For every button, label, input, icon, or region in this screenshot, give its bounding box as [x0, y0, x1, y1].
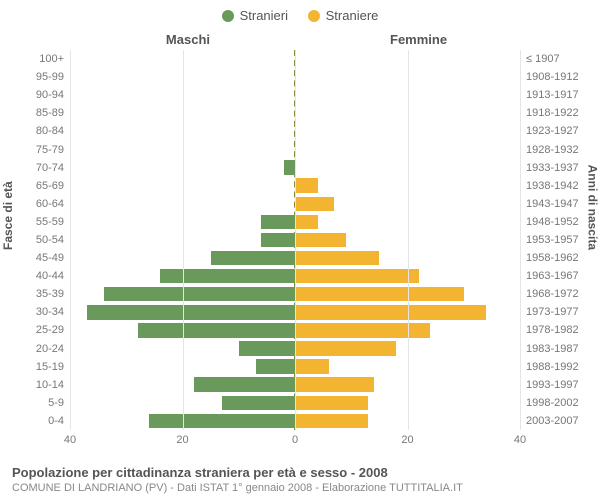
legend-item-female: Straniere: [308, 8, 379, 23]
bar-female: [295, 414, 368, 428]
bar-male: [284, 160, 295, 174]
column-title-male: Maschi: [166, 32, 210, 47]
chart-footer: Popolazione per cittadinanza straniera p…: [12, 465, 588, 494]
legend-label-female: Straniere: [326, 8, 379, 23]
birth-year-label: 1978-1982: [526, 324, 579, 336]
birth-year-label: 1993-1997: [526, 379, 579, 391]
age-label: 30-34: [36, 306, 64, 318]
age-label: 60-64: [36, 198, 64, 210]
age-label: 65-69: [36, 180, 64, 192]
birth-year-label: 2003-2007: [526, 415, 579, 427]
bar-female: [295, 251, 379, 265]
birth-year-label: 1913-1917: [526, 89, 579, 101]
grid-line: [70, 50, 71, 430]
y-axis-title-right: Anni di nascita: [585, 165, 599, 250]
bar-male: [104, 287, 295, 301]
birth-year-label: 1908-1912: [526, 71, 579, 83]
bar-male: [87, 305, 295, 319]
legend-label-male: Stranieri: [240, 8, 288, 23]
bar-male: [138, 323, 296, 337]
birth-year-label: ≤ 1907: [526, 53, 560, 65]
legend-item-male: Stranieri: [222, 8, 288, 23]
bar-female: [295, 269, 419, 283]
age-label: 75-79: [36, 144, 64, 156]
age-label: 50-54: [36, 234, 64, 246]
bar-male: [211, 251, 295, 265]
bar-female: [295, 287, 464, 301]
x-tick-label: 40: [64, 434, 76, 446]
legend: Stranieri Straniere: [0, 8, 600, 25]
birth-year-label: 1928-1932: [526, 144, 579, 156]
age-label: 55-59: [36, 216, 64, 228]
birth-year-label: 1948-1952: [526, 216, 579, 228]
bar-female: [295, 359, 329, 373]
bar-female: [295, 197, 334, 211]
age-label: 20-24: [36, 343, 64, 355]
age-label: 95-99: [36, 71, 64, 83]
age-label: 80-84: [36, 125, 64, 137]
bar-male: [160, 269, 295, 283]
birth-year-label: 1943-1947: [526, 198, 579, 210]
bar-male: [194, 377, 295, 391]
population-pyramid-chart: Stranieri Straniere Maschi Femmine Fasce…: [0, 0, 600, 500]
grid-line: [183, 50, 184, 430]
birth-year-label: 1983-1987: [526, 343, 579, 355]
x-tick-label: 40: [514, 434, 526, 446]
bar-male: [149, 414, 295, 428]
column-title-female: Femmine: [390, 32, 447, 47]
birth-year-label: 1968-1972: [526, 288, 579, 300]
x-tick-label: 20: [401, 434, 413, 446]
bar-male: [222, 396, 295, 410]
grid-line: [520, 50, 521, 430]
bar-female: [295, 178, 318, 192]
age-label: 40-44: [36, 270, 64, 282]
legend-swatch-female: [308, 10, 320, 22]
age-label: 70-74: [36, 162, 64, 174]
birth-year-label: 1973-1977: [526, 306, 579, 318]
bar-female: [295, 215, 318, 229]
birth-year-label: 1958-1962: [526, 252, 579, 264]
bar-female: [295, 396, 368, 410]
grid-line: [295, 50, 296, 430]
birth-year-label: 1938-1942: [526, 180, 579, 192]
age-label: 15-19: [36, 361, 64, 373]
birth-year-label: 1988-1992: [526, 361, 579, 373]
age-label: 90-94: [36, 89, 64, 101]
x-tick-label: 20: [176, 434, 188, 446]
birth-year-label: 1953-1957: [526, 234, 579, 246]
birth-year-label: 1923-1927: [526, 125, 579, 137]
birth-year-label: 1963-1967: [526, 270, 579, 282]
bar-female: [295, 305, 486, 319]
bar-female: [295, 341, 396, 355]
age-label: 25-29: [36, 324, 64, 336]
age-label: 100+: [39, 53, 64, 65]
age-label: 10-14: [36, 379, 64, 391]
age-label: 35-39: [36, 288, 64, 300]
bar-female: [295, 323, 430, 337]
age-label: 5-9: [48, 397, 64, 409]
bar-male: [261, 233, 295, 247]
chart-title: Popolazione per cittadinanza straniera p…: [12, 465, 588, 480]
grid-line: [408, 50, 409, 430]
y-axis-title-left: Fasce di età: [1, 181, 15, 250]
bar-male: [256, 359, 295, 373]
age-label: 45-49: [36, 252, 64, 264]
legend-swatch-male: [222, 10, 234, 22]
birth-year-label: 1998-2002: [526, 397, 579, 409]
plot-area: [70, 50, 520, 430]
x-tick-label: 0: [292, 434, 298, 446]
bar-male: [261, 215, 295, 229]
age-label: 85-89: [36, 107, 64, 119]
age-label: 0-4: [48, 415, 64, 427]
bar-female: [295, 377, 374, 391]
bar-male: [239, 341, 295, 355]
chart-subtitle: COMUNE DI LANDRIANO (PV) - Dati ISTAT 1°…: [12, 482, 588, 494]
bar-female: [295, 233, 346, 247]
birth-year-label: 1933-1937: [526, 162, 579, 174]
birth-year-label: 1918-1922: [526, 107, 579, 119]
